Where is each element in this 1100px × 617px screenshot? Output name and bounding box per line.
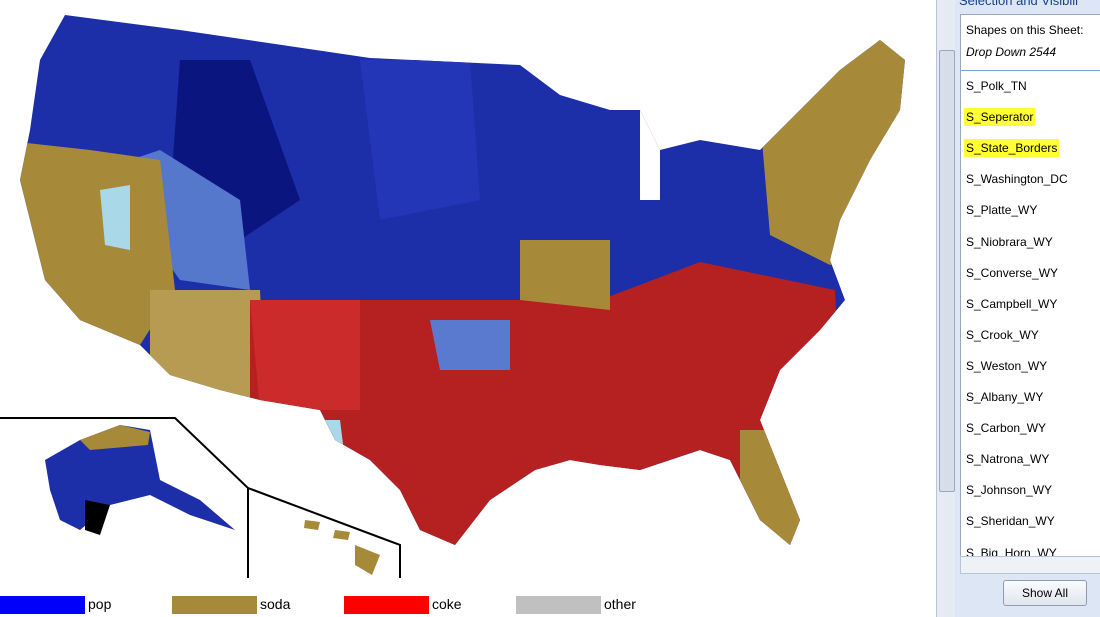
legend-label: coke (432, 596, 462, 612)
horizontal-scrollbar[interactable] (960, 556, 1100, 574)
selection-pane: Selection and Visibili Shapes on this Sh… (955, 0, 1100, 617)
shape-item[interactable]: S_Natrona_WY (966, 452, 1050, 467)
shape-item[interactable]: S_Crook_WY (966, 327, 1039, 342)
shape-item[interactable]: Drop Down 2544 (966, 45, 1057, 59)
shape-item[interactable]: S_Polk_TN (966, 79, 1027, 93)
shape-list: Shapes on this Sheet: Drop Down 2544 S_Po… (960, 14, 1100, 558)
shape-item[interactable]: S_Sheridan_WY (966, 514, 1055, 529)
shape-item[interactable]: S_Weston_WY (966, 358, 1048, 373)
legend-swatch (344, 596, 429, 614)
shape-item[interactable]: S_Campbell_WY (966, 296, 1058, 311)
shape-item[interactable]: S_Johnson_WY (966, 483, 1053, 498)
pane-title: Selection and Visibili (959, 0, 1078, 8)
shape-item[interactable]: S_Seperator (964, 108, 1036, 127)
shape-item[interactable]: S_State_Borders (964, 139, 1060, 158)
shape-item[interactable]: S_Carbon_WY (966, 421, 1047, 436)
list-heading: Shapes on this Sheet: (966, 23, 1084, 37)
shape-item[interactable]: S_Converse_WY (966, 265, 1059, 280)
vertical-scrollbar[interactable] (936, 0, 955, 617)
shape-item[interactable]: S_Washington_DC (966, 172, 1068, 187)
legend-label: other (604, 596, 636, 612)
show-all-button[interactable]: Show All (1003, 580, 1087, 606)
shape-item[interactable]: S_Platte_WY (966, 203, 1038, 218)
shape-item[interactable]: S_Albany_WY (966, 390, 1044, 404)
legend-label: pop (88, 596, 112, 612)
legend-label: soda (260, 596, 291, 612)
shape-item[interactable]: S_Niobrara_WY (966, 234, 1053, 249)
legend-swatch (516, 596, 601, 614)
legend-swatch (0, 596, 85, 614)
legend-swatch (172, 596, 257, 614)
map (0, 15, 905, 578)
shape-item[interactable]: S_Big_Horn_WY (966, 545, 1057, 558)
us-map (20, 15, 905, 545)
